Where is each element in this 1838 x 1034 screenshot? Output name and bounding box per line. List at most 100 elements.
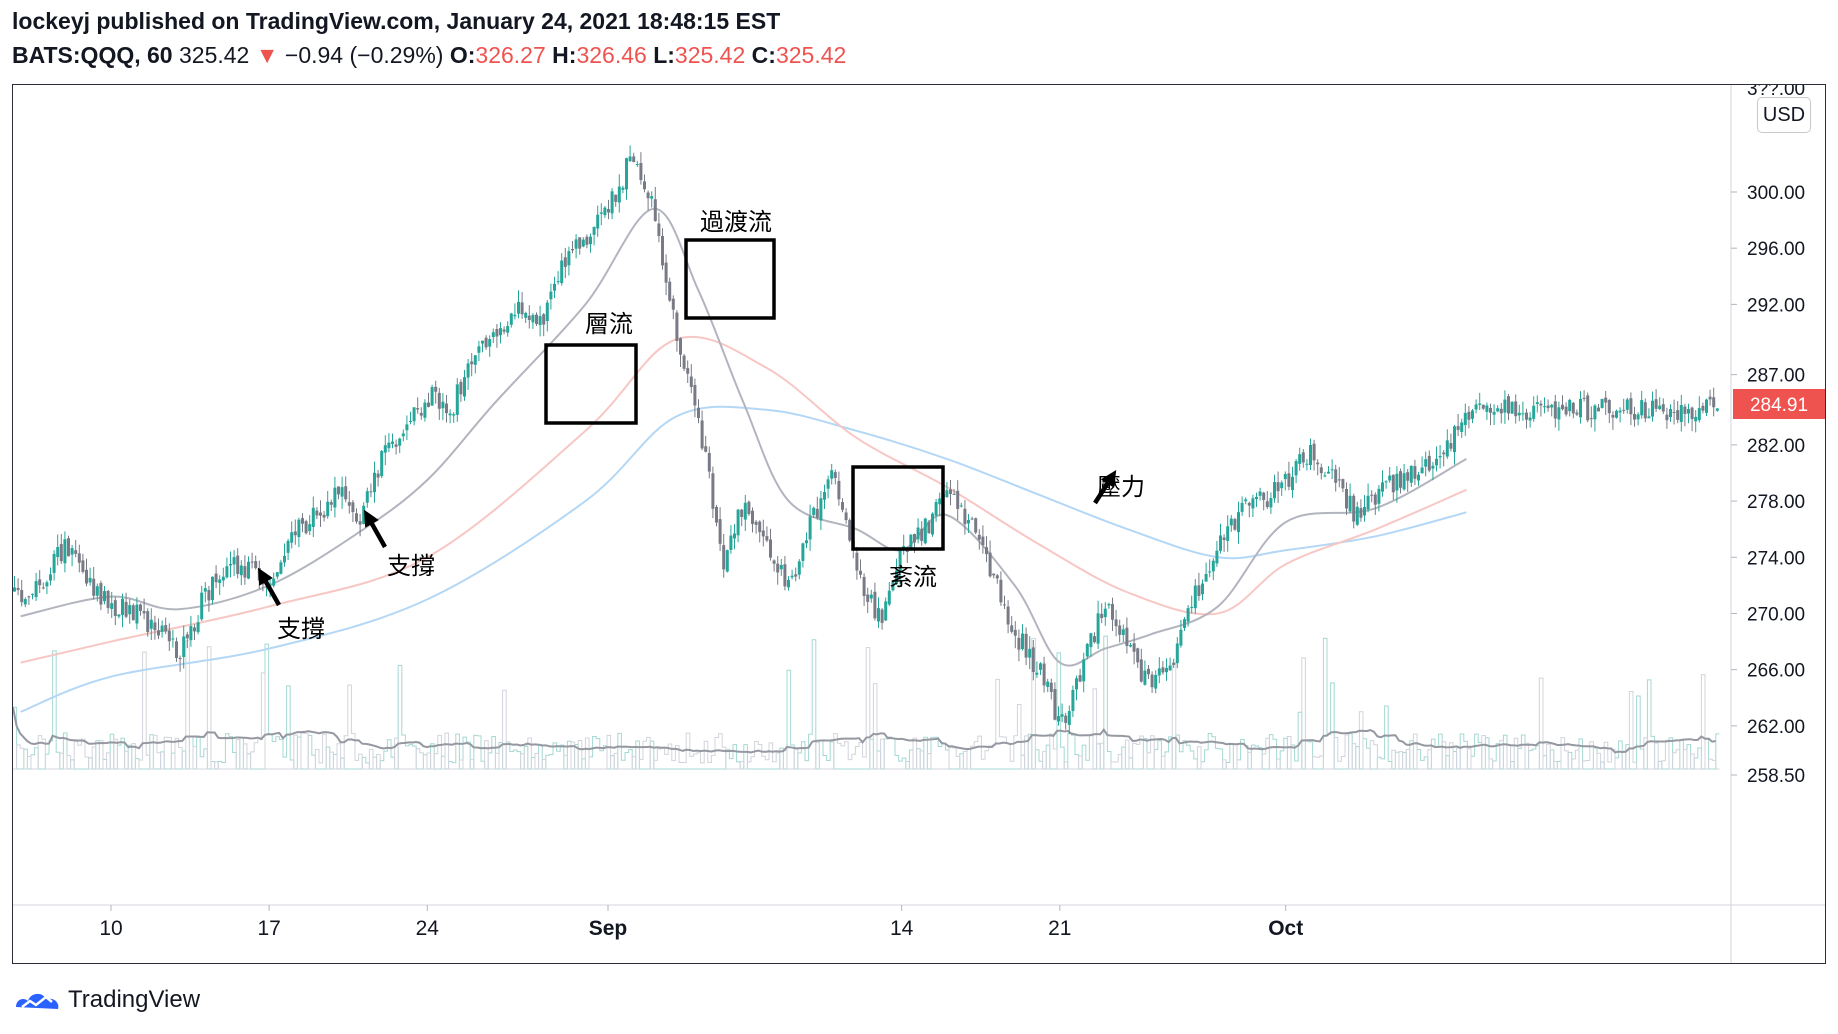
candle-body <box>1237 512 1240 533</box>
candle-body <box>1078 675 1082 682</box>
candle-body <box>149 619 153 629</box>
current-price-tag <box>1733 388 1825 419</box>
candle-body <box>952 493 956 495</box>
price-tick-label: 287.00 <box>1747 366 1805 387</box>
candle-body <box>491 332 495 338</box>
candle-body <box>1532 405 1536 419</box>
candle-body <box>1330 469 1334 471</box>
annotation-arrowhead <box>258 567 273 586</box>
candle-body <box>1244 499 1248 502</box>
candle-body <box>938 498 942 505</box>
candle-body <box>279 562 283 574</box>
candle-body <box>1402 473 1406 490</box>
candle-body <box>1449 443 1453 449</box>
candle-body <box>121 598 124 615</box>
candle-body <box>679 338 682 355</box>
candle-body <box>967 519 970 524</box>
candle-body <box>707 453 711 472</box>
tradingview-logo-icon <box>16 993 59 1009</box>
annotation-label: 壓力 <box>1097 474 1145 501</box>
candle-body <box>41 587 45 589</box>
candle-body <box>106 590 110 608</box>
candle-body <box>1640 400 1644 416</box>
candle-body <box>794 574 798 577</box>
candle-body <box>221 576 225 581</box>
candle-body <box>502 329 506 332</box>
candle-body <box>603 207 607 216</box>
candle-body <box>837 480 841 500</box>
candle-body <box>751 510 754 524</box>
price-tick-label: 262.00 <box>1747 717 1805 738</box>
candle-body <box>1622 409 1626 411</box>
candle-body <box>776 563 780 573</box>
candle-body <box>178 657 182 660</box>
chart-panel[interactable]: 支撐 支撐 層流 過渡流 紊流 壓力 258.50 262.00 266.00 270.00 27… <box>12 84 1826 964</box>
candle-body <box>81 560 85 572</box>
volume-ma-line <box>13 707 1716 754</box>
candle-body <box>232 557 236 565</box>
candle-body <box>524 312 528 318</box>
candle-body <box>225 566 229 578</box>
candle-body <box>1240 502 1244 512</box>
candle-body <box>1049 682 1053 692</box>
candle-body <box>675 312 679 341</box>
candle-body <box>1575 412 1579 415</box>
candle-body <box>1539 403 1543 406</box>
candle-body <box>589 236 592 245</box>
candle-body <box>1478 403 1482 405</box>
candle-body <box>913 533 916 543</box>
candle-body <box>1431 465 1435 469</box>
down-arrow-icon: ▼ <box>255 42 279 68</box>
candle-body <box>1417 474 1420 481</box>
candle-body <box>445 403 448 414</box>
candle-body <box>1190 606 1194 608</box>
candle-body <box>884 601 888 621</box>
candle-body <box>1211 560 1215 572</box>
candle-body <box>1348 495 1352 512</box>
candle-body <box>110 603 114 609</box>
candle-body <box>1060 714 1064 717</box>
candle-body <box>931 513 934 535</box>
low-value: 325.42 <box>674 42 746 68</box>
publish-info: lockeyj published on TradingView.com, Ja… <box>12 8 780 35</box>
candle-body <box>1510 401 1514 414</box>
candle-body <box>1701 405 1705 411</box>
candle-body <box>772 560 776 564</box>
candle-body <box>1647 416 1651 419</box>
candle-body <box>1003 604 1006 606</box>
candle-body <box>1341 479 1345 489</box>
candle-body <box>1226 526 1230 541</box>
candle-body <box>1057 716 1060 722</box>
currency-button[interactable]: USD <box>1757 97 1811 133</box>
candle-body <box>344 486 348 500</box>
candle-body <box>315 510 319 516</box>
annotation-box <box>684 238 776 320</box>
candle-body <box>1679 405 1683 422</box>
price-tick-label: 270.00 <box>1747 604 1805 625</box>
last-price: 325.42 <box>179 42 250 68</box>
candle-body <box>920 528 924 541</box>
candle-body <box>635 164 639 166</box>
candle-body <box>1460 422 1464 432</box>
candle-body <box>311 507 315 527</box>
candle-body <box>95 586 99 596</box>
price-tick-label: 274.00 <box>1747 548 1805 569</box>
symbol-name[interactable]: BATS:QQQ, 60 <box>12 42 173 68</box>
candle-body <box>553 283 556 291</box>
candle-body <box>808 516 812 540</box>
candle-body <box>715 506 718 523</box>
candle-body <box>1589 418 1593 420</box>
candle-body <box>855 552 859 571</box>
candle-body <box>1463 412 1467 426</box>
candle-body <box>581 239 585 247</box>
annotation-label: 紊流 <box>889 564 937 591</box>
candle-body <box>614 194 618 202</box>
candle-body <box>409 421 412 423</box>
candle-body <box>1517 412 1521 416</box>
candle-body <box>1125 627 1129 646</box>
candle-body <box>610 191 614 214</box>
candle-body <box>1262 492 1266 500</box>
candle-body <box>1564 406 1568 415</box>
candle-body <box>74 550 78 554</box>
